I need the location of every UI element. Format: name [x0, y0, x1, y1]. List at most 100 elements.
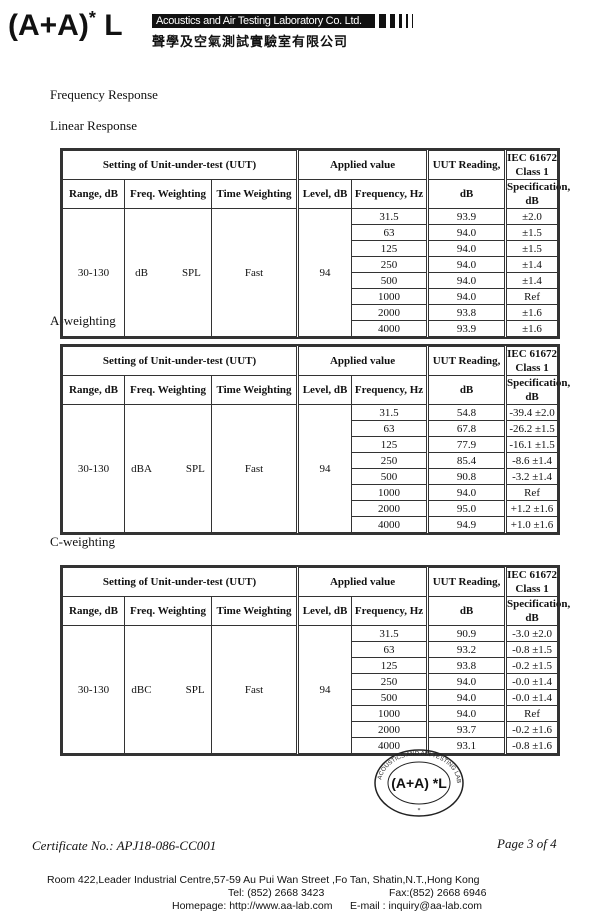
table-row: 1000 94.0 Ref — [63, 288, 559, 305]
specification-cell: Ref — [504, 484, 559, 501]
specification-cell: ±1.4 — [504, 272, 559, 289]
level-cell: 94 — [296, 404, 353, 533]
table-row: 500 94.0 ±1.4 — [63, 272, 559, 289]
time-weighting-cell: Fast — [210, 625, 299, 754]
uut-reading-cell: 93.9 — [426, 320, 507, 337]
header-spec-unit: Specification, dB — [504, 179, 571, 209]
company-name-english: Acoustics and Air Testing Laboratory Co.… — [152, 14, 366, 28]
frequency-cell: 500 — [351, 468, 429, 485]
telephone: Tel: (852) 2668 3423 — [228, 887, 325, 899]
uut-reading-cell: 93.7 — [426, 721, 507, 738]
frequency-cell: 125 — [351, 436, 429, 453]
uut-reading-cell: 94.0 — [426, 673, 507, 690]
table-row: 30-130 dBA SPL Fast 94 31.5 54.8 -39.4 ±2.… — [62, 404, 559, 533]
header-uut-settings: Setting of Unit-under-test (UUT) — [61, 150, 299, 180]
frequency-cell: 63 — [351, 641, 429, 658]
specification-cell: -0.0 ±1.4 — [504, 673, 559, 690]
fax: Fax:(852) 2668 6946 — [389, 887, 487, 899]
specification-cell: -16.1 ±1.5 — [504, 436, 559, 453]
specification-cell: ±2.0 — [504, 208, 559, 225]
uut-reading-cell: 54.8 — [426, 404, 507, 421]
header-time-weighting: Time Weighting — [210, 375, 299, 405]
frequency-cell: 4000 — [351, 737, 429, 754]
range-cell: 30-130 — [62, 404, 125, 533]
table-row: 2000 93.7 -0.2 ±1.6 — [63, 721, 559, 738]
table-row: 30-130 dB SPL Fast 94 31.5 93.9 ±2.0 — [62, 208, 559, 337]
svg-text:*: * — [418, 808, 421, 814]
table-row: 63 94.0 ±1.5 — [63, 224, 559, 241]
section-title: Frequency Response — [50, 87, 158, 102]
uut-reading-cell: 94.0 — [426, 689, 507, 706]
table-row: 63 67.8 -26.2 ±1.5 — [63, 420, 559, 437]
uut-reading-cell: 90.9 — [426, 625, 507, 642]
specification-cell: -0.2 ±1.6 — [504, 721, 559, 738]
header-freq-weighting: Freq. Weighting — [124, 596, 212, 626]
specification-cell: Ref — [504, 705, 559, 722]
header-range: Range, dB — [62, 596, 125, 626]
header-uut-reading: UUT Reading, — [426, 567, 507, 597]
uut-reading-cell: 94.9 — [426, 516, 507, 533]
level-cell: 94 — [296, 625, 353, 754]
header-range: Range, dB — [62, 375, 125, 405]
specification-cell: +1.0 ±1.6 — [504, 516, 559, 533]
uut-reading-cell: 94.0 — [426, 224, 507, 241]
uut-reading-cell: 94.0 — [426, 484, 507, 501]
table-row: 4000 94.9 +1.0 ±1.6 — [63, 516, 559, 533]
frequency-cell: 1000 — [351, 288, 429, 305]
header-freq-weighting: Freq. Weighting — [124, 375, 212, 405]
header-uut-unit: dB — [426, 179, 507, 209]
email-link[interactable]: E-mail : inquiry@aa-lab.com — [350, 900, 483, 912]
table-row: 4000 93.1 -0.8 ±1.6 — [63, 737, 559, 754]
header-freq-weighting: Freq. Weighting — [124, 179, 212, 209]
frequency-cell: 125 — [351, 240, 429, 257]
table-row: 250 85.4 -8.6 ±1.4 — [63, 452, 559, 469]
specification-cell: -3.2 ±1.4 — [504, 468, 559, 485]
company-stamp: ACOUSTICS AND AIR TESTING LABORATORY CO … — [373, 748, 464, 817]
table-row: 125 77.9 -16.1 ±1.5 — [63, 436, 559, 453]
range-cell: 30-130 — [62, 208, 125, 337]
header-uut-reading: UUT Reading, — [426, 346, 507, 376]
header-uut-settings: Setting of Unit-under-test (UUT) — [61, 346, 299, 376]
frequency-cell: 2000 — [351, 721, 429, 738]
frequency-cell: 31.5 — [351, 404, 429, 421]
specification-cell: -0.8 ±1.6 — [504, 737, 559, 754]
frequency-response-table: Setting of Unit-under-test (UUT) Applied… — [59, 565, 570, 756]
specification-cell: +1.2 ±1.6 — [504, 500, 559, 517]
frequency-cell: 1000 — [351, 705, 429, 722]
frequency-cell: 250 — [351, 673, 429, 690]
table-row: 500 90.8 -3.2 ±1.4 — [63, 468, 559, 485]
header-applied-value: Applied value — [296, 346, 429, 376]
specification-cell: -26.2 ±1.5 — [504, 420, 559, 437]
company-logo: (A+A)* L — [8, 8, 123, 42]
specification-cell: ±1.6 — [504, 320, 559, 337]
specification-cell: ±1.4 — [504, 256, 559, 273]
time-weighting-cell: Fast — [210, 404, 299, 533]
header-iec-spec: IEC 61672 Class 1 — [504, 567, 559, 597]
specification-cell: -0.2 ±1.5 — [504, 657, 559, 674]
specification-cell: Ref — [504, 288, 559, 305]
uut-reading-cell: 93.8 — [426, 657, 507, 674]
header-applied-value: Applied value — [296, 150, 429, 180]
freq-weighting-cell: dBC SPL — [124, 625, 212, 754]
address: Room 422,Leader Industrial Centre,57-59 … — [47, 874, 480, 886]
frequency-cell: 2000 — [351, 304, 429, 321]
level-cell: 94 — [296, 208, 353, 337]
header-uut-unit: dB — [426, 375, 507, 405]
frequency-cell: 31.5 — [351, 208, 429, 225]
frequency-cell: 4000 — [351, 320, 429, 337]
range-cell: 30-130 — [62, 625, 125, 754]
homepage-link[interactable]: Homepage: http://www.aa-lab.com — [172, 900, 333, 912]
header-level: Level, dB — [296, 179, 353, 209]
table-row: 4000 93.9 ±1.6 — [63, 320, 559, 337]
specification-cell: ±1.6 — [504, 304, 559, 321]
frequency-cell: 500 — [351, 689, 429, 706]
specification-cell: -0.8 ±1.5 — [504, 641, 559, 658]
table-title-linear: Linear Response — [50, 118, 138, 133]
company-name-chinese: 聲學及空氣測試實驗室有限公司 — [152, 35, 349, 50]
header-level: Level, dB — [296, 596, 353, 626]
uut-reading-cell: 93.9 — [426, 208, 507, 225]
uut-reading-cell: 93.1 — [426, 737, 507, 754]
specification-cell: ±1.5 — [504, 240, 559, 257]
header-iec-spec: IEC 61672 Class 1 — [504, 346, 559, 376]
